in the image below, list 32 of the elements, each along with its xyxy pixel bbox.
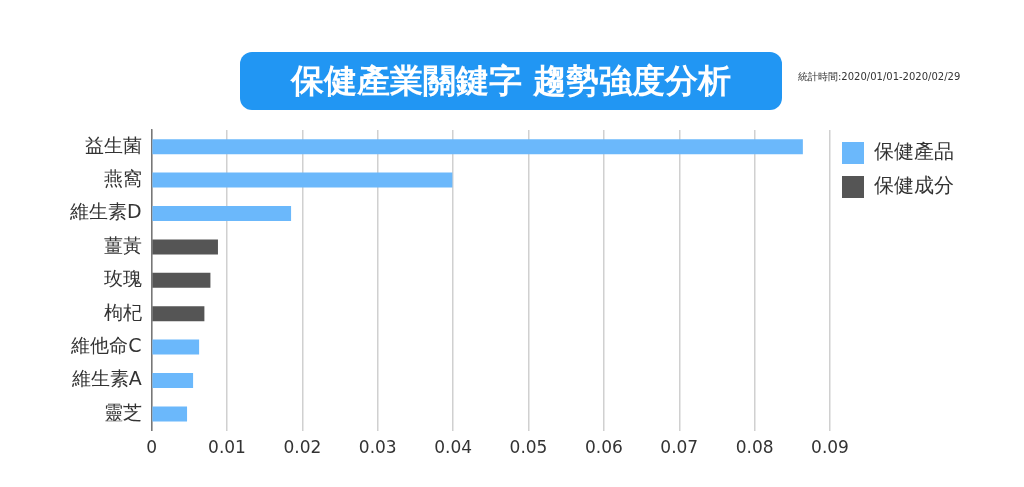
y-tick-label: 維他命C [70, 334, 142, 357]
y-tick-label: 維生素A [70, 367, 142, 390]
legend-label: 保健成分 [874, 173, 954, 198]
bar [152, 272, 211, 288]
x-tick-label: 0.02 [283, 437, 322, 458]
x-tick-label: 0.08 [735, 437, 774, 458]
x-tick-label: 0.04 [434, 437, 473, 458]
bar [152, 306, 205, 322]
x-tick-label: 0.07 [660, 437, 699, 458]
y-tick-label: 益生菌 [84, 133, 142, 156]
bar [152, 339, 200, 355]
bar [152, 139, 803, 155]
legend-label: 保健產品 [874, 139, 954, 164]
x-tick-label: 0.03 [358, 437, 397, 458]
x-tick-label: 0.09 [811, 437, 849, 458]
y-tick-label: 薑黃 [103, 233, 142, 256]
y-tick-label: 維生素D [68, 200, 142, 223]
x-tick-label: 0 [146, 437, 158, 458]
y-tick-label: 枸杞 [103, 300, 142, 323]
bar [152, 172, 453, 188]
y-tick-label: 玫瑰 [103, 267, 142, 290]
bar [152, 406, 188, 422]
chart-title: 保健產業關鍵字 趨勢強度分析 [240, 52, 782, 110]
text: 統計時間:2020/01/01-2020/02/29 [798, 70, 961, 84]
y-tick-label: 靈芝 [103, 400, 142, 423]
x-tick-label: 0.06 [584, 437, 623, 458]
bar [152, 205, 292, 222]
x-tick-label: 0.01 [208, 437, 246, 458]
x-tick-label: 0.05 [509, 437, 548, 458]
bar [152, 372, 194, 389]
y-tick-label: 燕窩 [103, 167, 142, 190]
bar [152, 239, 218, 255]
